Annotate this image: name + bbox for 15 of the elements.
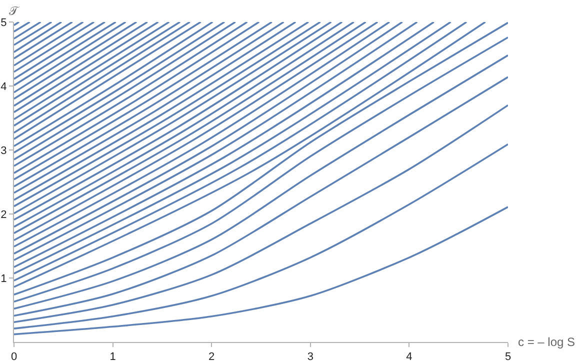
x-tick-label: 3 — [307, 351, 314, 361]
y-tick-label: 3 — [0, 144, 7, 157]
y-axis-title: 𝒯 — [9, 4, 20, 18]
y-tick-label: 5 — [0, 16, 7, 29]
x-tick-label: 4 — [406, 351, 412, 361]
y-tick-label: 1 — [0, 272, 7, 285]
x-axis-title: c = – log S — [518, 335, 576, 349]
y-tick-label: 2 — [0, 208, 7, 221]
line-series — [14, 143, 508, 330]
x-tick-label: 1 — [110, 351, 116, 361]
x-tick-label: 2 — [208, 351, 215, 361]
x-tick-label: 0 — [10, 351, 18, 361]
line-series — [14, 206, 508, 336]
x-tick-label: 5 — [504, 351, 512, 361]
y-tick-label: 4 — [0, 80, 7, 93]
